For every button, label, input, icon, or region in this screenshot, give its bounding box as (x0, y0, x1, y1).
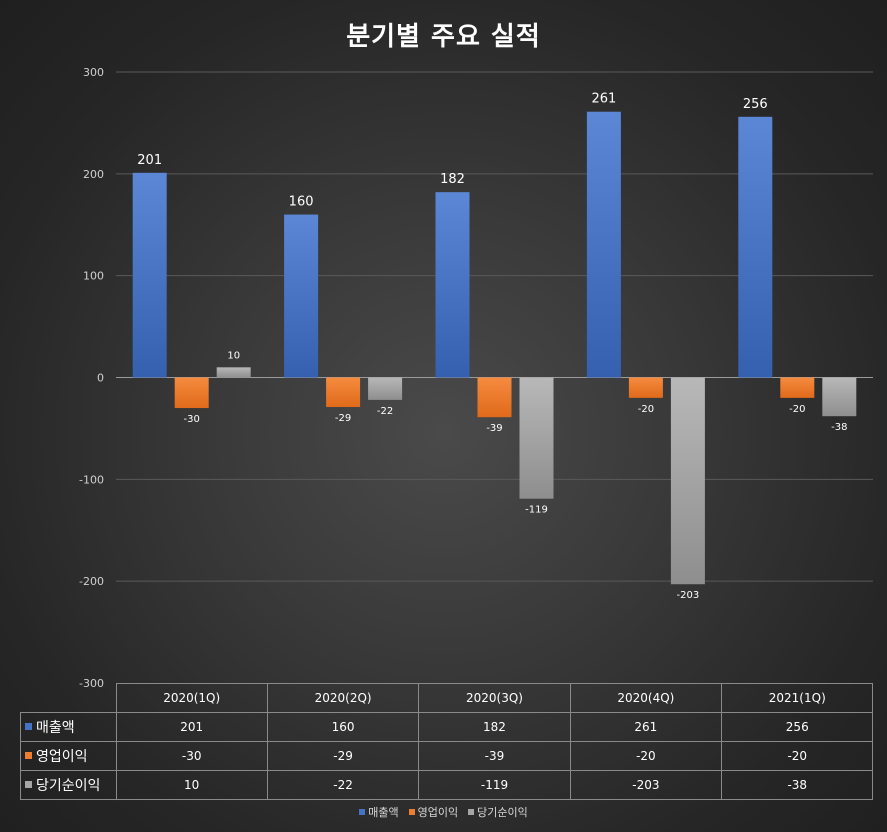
legend-label: 영업이익 (417, 806, 459, 819)
data-table: 2020(1Q) 2020(2Q) 2020(3Q) 2020(4Q) 2021(1Q)… (20, 683, 874, 800)
table-cell: -20 (721, 741, 874, 771)
table-cell: -38 (721, 770, 874, 800)
table-row: 영업이익 -30 -29 -39 -20 -20 (20, 741, 874, 771)
series-name: 당기순이익 (36, 778, 101, 794)
data-label-0-0: 201 (137, 153, 162, 168)
table-col-header: 2021(1Q) (721, 683, 874, 713)
table-cell: 201 (115, 712, 268, 742)
table-cell: 261 (569, 712, 723, 742)
data-label-1-2: -39 (486, 423, 502, 434)
legend-item: 당기순이익 (468, 804, 528, 820)
legend-swatch-icon (408, 809, 415, 815)
table-cell: -39 (418, 741, 571, 771)
data-label-2-1: -22 (377, 406, 393, 417)
bar-1-0 (174, 377, 209, 409)
table-cell: -29 (266, 741, 420, 771)
bar-1-3 (628, 377, 663, 398)
table-header-row: 2020(1Q) 2020(2Q) 2020(3Q) 2020(4Q) 2021(1Q) (20, 683, 874, 713)
bar-1-1 (326, 377, 361, 408)
y-tick-label: -100 (79, 473, 104, 486)
bar-2-4 (822, 377, 857, 417)
table-cell: 10 (115, 770, 268, 800)
table-cell: -22 (266, 770, 420, 800)
series-name: 매출액 (36, 720, 75, 736)
data-label-1-3: -20 (638, 404, 654, 415)
table-cell: -119 (418, 770, 571, 800)
legend-item: 매출액 (359, 804, 399, 820)
table-cell: -203 (569, 770, 723, 800)
table-cell: -20 (569, 741, 723, 771)
bar-0-0 (132, 172, 167, 378)
legend-swatch-icon (468, 809, 475, 815)
table-row-header: 영업이익 (20, 741, 117, 771)
legend-item: 영업이익 (408, 804, 459, 820)
legend-key-icon (25, 723, 32, 730)
table-cell: 182 (418, 712, 571, 742)
chart-title: 분기별 주요 실적 (346, 22, 541, 52)
table-row-header: 당기순이익 (20, 770, 117, 800)
data-label-0-1: 160 (289, 195, 314, 210)
table-col-header: 2020(1Q) (115, 683, 268, 713)
table-col-header: 2020(4Q) (569, 683, 723, 713)
bar-2-1 (368, 377, 403, 400)
y-tick-label: 100 (83, 270, 104, 283)
data-label-1-4: -20 (789, 404, 805, 415)
table-cell: 256 (721, 712, 874, 742)
data-label-2-2: -119 (525, 505, 548, 516)
y-tick-label: 200 (83, 168, 104, 181)
table-corner (20, 683, 117, 713)
table-row: 매출액 201 160 182 261 256 (20, 712, 874, 742)
legend: 매출액 영업이익 당기순이익 (0, 804, 887, 820)
bar-0-2 (435, 192, 470, 378)
bar-1-2 (477, 377, 512, 418)
legend-key-icon (25, 752, 32, 759)
bar-2-2 (519, 377, 554, 499)
data-label-2-3: -203 (677, 590, 700, 601)
legend-key-icon (25, 781, 32, 788)
bar-0-3 (586, 111, 621, 378)
y-tick-label: 0 (97, 372, 104, 385)
bar-1-4 (780, 377, 815, 398)
table-row-header: 매출액 (20, 712, 117, 742)
bar-0-4 (738, 116, 773, 378)
table-col-header: 2020(3Q) (418, 683, 571, 713)
data-label-2-4: -38 (831, 422, 847, 433)
legend-swatch-icon (359, 809, 366, 815)
bar-0-1 (284, 214, 319, 378)
data-label-0-2: 182 (440, 172, 465, 187)
table-col-header: 2020(2Q) (266, 683, 420, 713)
y-tick-label: 300 (83, 66, 104, 79)
legend-label: 당기순이익 (477, 806, 528, 819)
table-body: 매출액 201 160 182 261 256 영업이익 -30 -29 -39 -20 -20 당기순… (20, 712, 874, 800)
table-row: 당기순이익 10 -22 -119 -203 -38 (20, 770, 874, 800)
series-name: 영업이익 (36, 749, 88, 765)
table-cell: 160 (266, 712, 420, 742)
bar-2-0 (216, 367, 251, 378)
y-tick-label: -200 (79, 575, 104, 588)
data-label-0-4: 256 (743, 97, 768, 112)
data-labels: 201 -30 10 160 -29 -22 182 -39 -119 261 -20 -203 256… (137, 92, 847, 602)
bars (132, 111, 857, 585)
legend-label: 매출액 (368, 806, 399, 819)
bar-2-3 (670, 377, 705, 585)
data-label-0-3: 261 (591, 92, 616, 107)
table-cell: -30 (115, 741, 268, 771)
data-label-2-0: 10 (227, 350, 240, 361)
data-label-1-0: -30 (184, 414, 200, 425)
data-label-1-1: -29 (335, 413, 351, 424)
